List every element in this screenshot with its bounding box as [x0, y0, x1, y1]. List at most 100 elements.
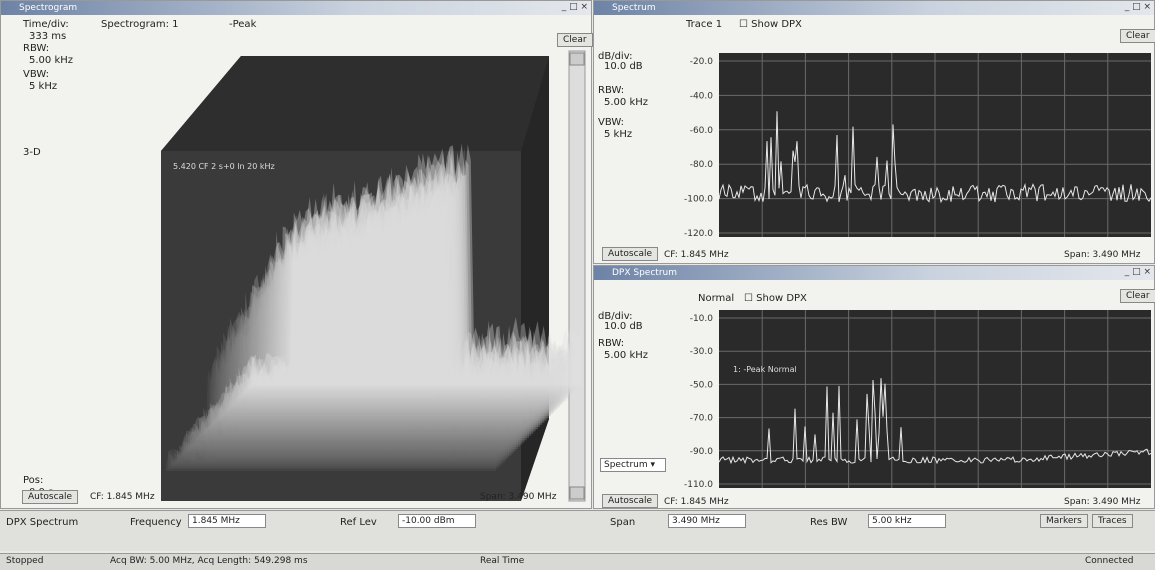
spectrogram-plot: 5.420 CF 2 s+0 ln 20 kHz: [161, 50, 586, 502]
sidebar-text: Time/div:: [23, 19, 69, 30]
title-bar: Spectrum: [594, 1, 1154, 15]
field-label: Frequency: [130, 517, 182, 528]
spectrogram-slice: [183, 281, 514, 454]
status-bar: Stopped Acq BW: 5.00 MHz, Acq Length: 54…: [0, 553, 1155, 570]
spectrogram-slice: [166, 322, 496, 471]
sidebar-text: 10.0 dB: [604, 321, 643, 332]
spectrogram-slice: [196, 250, 527, 441]
status-connection: Connected: [1085, 556, 1134, 566]
autoscale-button[interactable]: Autoscale: [602, 247, 659, 261]
spectrogram-window: Spectrogram _ □ × Spectrogram: 1 -Peak C…: [0, 0, 593, 509]
plot-top: [161, 56, 549, 151]
spectrogram-slice: [234, 172, 565, 403]
plot-side: [521, 56, 549, 501]
spectrogram-slice: [236, 160, 567, 401]
window-title: Spectrogram: [19, 3, 78, 13]
plot: -10.0 -30.0 -50.0 -70.0 -90.0 -110.0 1: -Peak …: [684, 310, 1151, 490]
spectrogram-slice: [174, 301, 505, 463]
window-controls[interactable]: _ □ ×: [1124, 2, 1151, 12]
spectrogram-slice: [205, 245, 536, 432]
span: Span: 3.490 MHz: [1064, 250, 1141, 260]
annotation: 5.420 CF 2 s+0 ln 20 kHz: [173, 162, 275, 171]
sidebar-text: VBW:: [23, 69, 50, 80]
field-value[interactable]: 1.845 MHz: [188, 514, 266, 528]
sidebar-text: 333 ms: [29, 31, 67, 42]
spectrogram-slice: [188, 275, 518, 449]
show-dpx[interactable]: ☐ Show DPX: [739, 19, 802, 30]
window-controls[interactable]: _ □ ×: [1124, 267, 1151, 277]
toolbar-button[interactable]: Markers: [1040, 514, 1088, 528]
header-label: Spectrogram: 1: [101, 19, 179, 30]
field-label: Ref Lev: [340, 517, 377, 528]
spectrogram-slice: [251, 143, 582, 386]
field-value[interactable]: -10.00 dBm: [398, 514, 476, 528]
spectrogram-slice: [192, 263, 523, 445]
show-dpx-label: Show DPX: [751, 19, 802, 30]
spectrogram-slice: [216, 212, 547, 421]
title-bar: Spectrogram: [1, 1, 591, 15]
spectrogram-slice: [190, 265, 521, 447]
toolbar-button[interactable]: Traces: [1092, 514, 1133, 528]
header-label: -Peak: [229, 19, 257, 30]
clear-button[interactable]: Clear: [1120, 289, 1155, 303]
trace: [718, 111, 1151, 204]
trace-label: Normal: [698, 293, 735, 304]
scrollbar[interactable]: [568, 50, 586, 502]
spectrogram-slice: [181, 286, 512, 456]
show-dpx-label: Show DPX: [756, 293, 807, 304]
spectrogram-slice: [194, 259, 525, 443]
spectrogram-slice: [229, 177, 560, 408]
sidebar-text: 5 kHz: [29, 81, 58, 92]
sidebar-text: 5.00 kHz: [29, 55, 74, 66]
center-frequency: CF: 1.845 MHz: [664, 497, 729, 507]
y-tick-label: -110.0: [684, 480, 713, 490]
spectrogram-slice: [238, 174, 569, 399]
status-state: Stopped: [6, 556, 44, 566]
spectrum-window: Spectrum _ □ × Trace 1 ☐ Show DPX Clear …: [593, 0, 1155, 264]
spectrogram-slice: [223, 202, 554, 414]
y-tick-label: -70.0: [690, 414, 714, 424]
y-tick-label: -10.0: [690, 314, 714, 324]
sidebar-text: RBW:: [598, 85, 625, 96]
field-value[interactable]: 3.490 MHz: [668, 514, 746, 528]
plot-body: [161, 56, 549, 501]
mode-label: DPX Spectrum: [6, 517, 79, 528]
y-tick-label: -80.0: [690, 160, 714, 170]
autoscale-button[interactable]: Autoscale: [602, 494, 659, 508]
spectrogram-slice: [212, 216, 543, 425]
spectrogram-slice: [203, 241, 534, 434]
trace-label: Trace 1: [686, 19, 723, 30]
sidebar-text: RBW:: [598, 338, 625, 349]
dropdown-value: Spectrum: [604, 460, 648, 470]
sidebar-text: dB/div:: [598, 311, 633, 322]
spectrogram-slice: [207, 235, 538, 430]
spectrogram-slice: [199, 244, 529, 438]
dropdown[interactable]: Spectrum ▾: [600, 458, 666, 472]
field-value[interactable]: 5.00 kHz: [868, 514, 946, 528]
window-title: Spectrum: [612, 3, 656, 13]
clear-button[interactable]: Clear: [1120, 29, 1155, 43]
window-title: DPX Spectrum: [612, 268, 677, 278]
center-frequency: CF: 1.845 MHz: [90, 492, 155, 502]
spectrogram-slice: [185, 286, 516, 452]
sidebar-text: 3-D: [23, 147, 41, 158]
spectrogram-slice: [218, 212, 549, 419]
sidebar-text: VBW:: [598, 117, 625, 128]
spectrogram-slice: [210, 231, 540, 427]
sidebar-text: RBW:: [23, 43, 50, 54]
title-bar: DPX Spectrum: [594, 266, 1154, 280]
position-label: Pos:: [23, 475, 44, 486]
window-controls[interactable]: _ □ ×: [561, 2, 588, 12]
scroll-down[interactable]: [569, 486, 585, 500]
field-label: Res BW: [810, 517, 848, 528]
clear-button[interactable]: Clear: [557, 33, 593, 47]
y-tick-label: -50.0: [690, 380, 714, 390]
y-tick-label: -120.0: [684, 229, 713, 239]
scroll-up[interactable]: [569, 52, 585, 66]
show-dpx[interactable]: ☐ Show DPX: [744, 293, 807, 304]
field-label: Span: [610, 517, 636, 528]
autoscale-button[interactable]: Autoscale: [22, 490, 79, 504]
spectrogram-slice: [214, 221, 545, 423]
spectrogram-slice: [201, 247, 532, 436]
